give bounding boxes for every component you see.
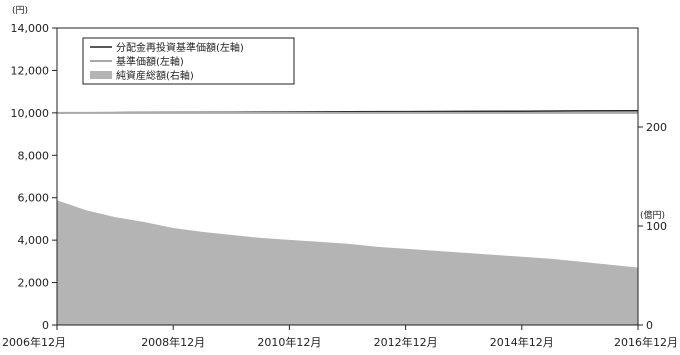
right-tick-label: 200 (646, 121, 667, 134)
left-tick-label: 6,000 (18, 192, 50, 205)
x-tick-label: 2010年12月 (257, 335, 321, 349)
left-axis-unit: (円) (12, 5, 28, 16)
net-assets-area-layer (57, 200, 638, 325)
left-tick-label: 14,000 (11, 22, 50, 35)
plot-frame (56, 27, 639, 326)
price-lines-layer (56, 109, 639, 114)
left-tick-label: 0 (42, 319, 49, 332)
left-tick-label: 2,000 (18, 277, 50, 290)
left-tick-label: 8,000 (18, 149, 50, 162)
left-tick-label: 12,000 (11, 64, 50, 77)
x-tick-label: 2006年12月 (2, 335, 66, 349)
right-tick-label: 100 (646, 220, 667, 233)
legend-label-net-assets: 純資産総額(右軸) (116, 69, 194, 82)
right-axis-unit: (億円) (640, 209, 665, 221)
legend-box (82, 37, 295, 85)
axes-layer: 14,000 12,000 10,000 8,000 6,000 4,000 2,000 0 2… (2, 22, 678, 349)
legend: 分配金再投資基準価額(左軸) 基準価額(左軸) 純資産総額(右軸) (82, 37, 295, 85)
left-tick-label: 4,000 (18, 234, 50, 247)
right-tick-label: 0 (646, 319, 653, 332)
legend-swatch-net-assets (90, 71, 112, 79)
net-assets-area (57, 200, 638, 325)
x-tick-label: 2012年12月 (374, 335, 438, 349)
x-tick-label: 2016年12月 (614, 335, 678, 349)
x-tick-label: 2014年12月 (490, 335, 554, 349)
x-tick-label: 2008年12月 (141, 335, 205, 349)
left-tick-label: 10,000 (11, 107, 50, 120)
legend-label-nav: 基準価額(左軸) (116, 55, 184, 68)
legend-label-nav-reinvested: 分配金再投資基準価額(左軸) (116, 41, 244, 54)
